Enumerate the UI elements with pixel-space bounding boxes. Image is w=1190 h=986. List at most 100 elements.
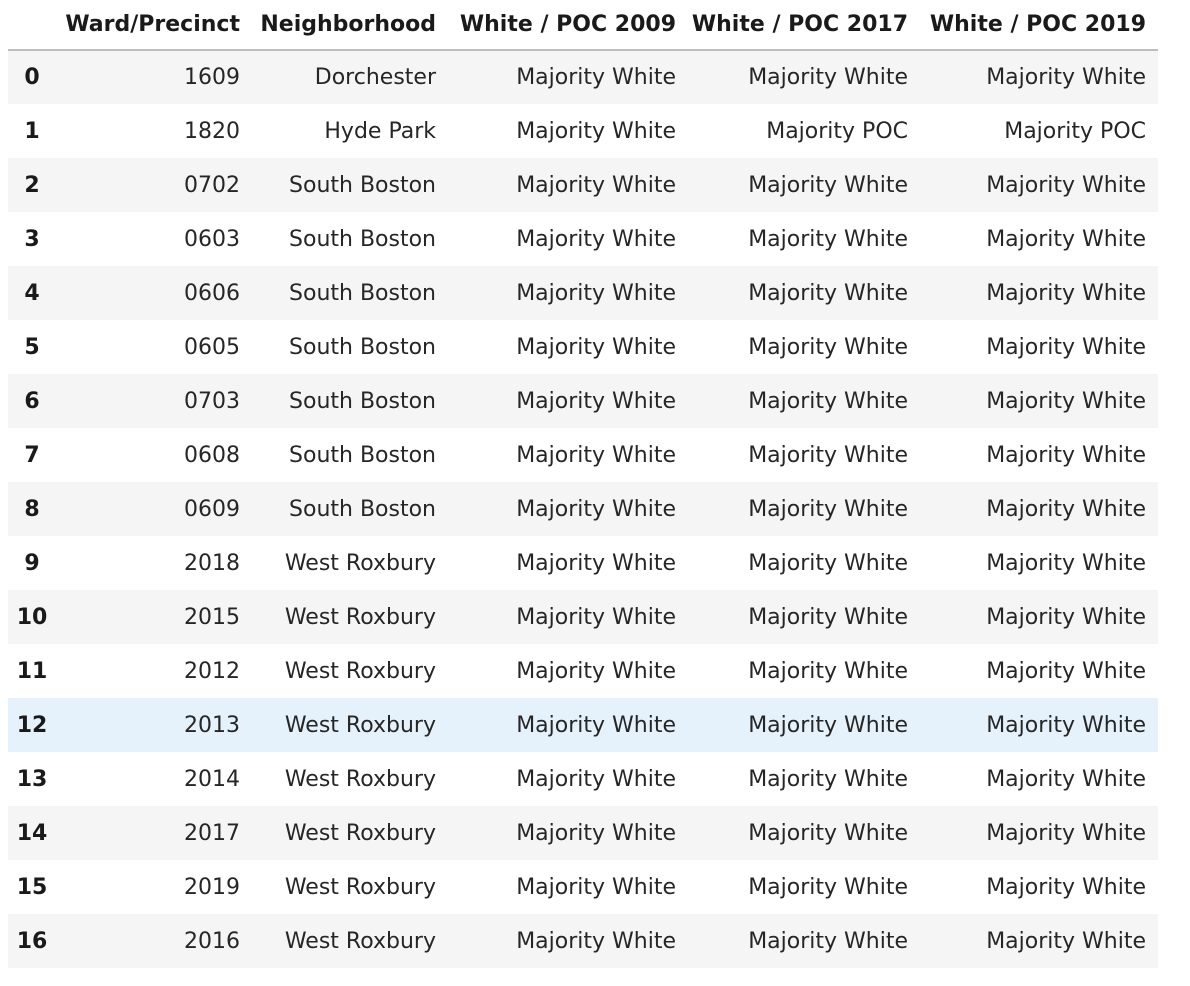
table-row: 6 0703 South Boston Majority White Majority … xyxy=(8,374,1158,428)
white-poc-2017-cell: Majority White xyxy=(748,226,908,252)
ward-precinct-cell: 0608 xyxy=(184,442,240,468)
white-poc-2017-cell: Majority White xyxy=(748,712,908,738)
table-header: Ward/Precinct Neighborhood White / POC 2… xyxy=(8,0,1158,51)
ward-precinct-cell: 2014 xyxy=(184,766,240,792)
white-poc-2019-cell: Majority White xyxy=(986,820,1146,846)
white-poc-2009-cell: Majority White xyxy=(516,280,676,306)
white-poc-2017-cell: Majority White xyxy=(748,388,908,414)
table-row: 1 1820 Hyde Park Majority White Majority POC… xyxy=(8,104,1158,158)
row-index: 3 xyxy=(24,226,40,252)
row-index: 13 xyxy=(16,766,48,792)
white-poc-2017-cell: Majority White xyxy=(748,550,908,576)
dataframe-output: Ward/Precinct Neighborhood White / POC 2… xyxy=(8,0,1158,968)
table-row: 13 2014 West Roxbury Majority White Majority… xyxy=(8,752,1158,806)
neighborhood-cell: South Boston xyxy=(289,226,436,252)
table-row: 16 2016 West Roxbury Majority White Majority… xyxy=(8,914,1158,968)
ward-precinct-cell: 1609 xyxy=(184,65,240,90)
table-row: 0 1609 Dorchester Majority White Majority Wh… xyxy=(8,50,1158,104)
ward-precinct-cell: 0606 xyxy=(184,280,240,306)
table-row: 7 0608 South Boston Majority White Majority … xyxy=(8,428,1158,482)
white-poc-2009-cell: Majority White xyxy=(516,874,676,900)
ward-precinct-cell: 0603 xyxy=(184,226,240,252)
neighborhood-cell: South Boston xyxy=(289,388,436,414)
white-poc-2019-cell: Majority POC xyxy=(1004,118,1146,144)
ward-precinct-cell: 0609 xyxy=(184,496,240,522)
white-poc-2019-cell: Majority White xyxy=(986,550,1146,576)
neighborhood-cell: Dorchester xyxy=(314,65,436,90)
neighborhood-cell: South Boston xyxy=(289,496,436,522)
white-poc-2009-cell: Majority White xyxy=(516,388,676,414)
white-poc-2019-cell: Majority White xyxy=(986,172,1146,198)
neighborhood-cell: West Roxbury xyxy=(284,550,436,576)
column-header-white-poc-2009: White / POC 2009 xyxy=(448,0,688,51)
white-poc-2017-cell: Majority White xyxy=(748,280,908,306)
row-index: 0 xyxy=(24,65,40,90)
neighborhood-cell: West Roxbury xyxy=(284,766,436,792)
neighborhood-cell: West Roxbury xyxy=(284,604,436,630)
white-poc-2009-cell: Majority White xyxy=(516,550,676,576)
ward-precinct-cell: 2012 xyxy=(184,658,240,684)
row-index: 11 xyxy=(16,658,48,684)
ward-precinct-cell: 2013 xyxy=(184,712,240,738)
white-poc-2019-cell: Majority White xyxy=(986,334,1146,360)
white-poc-2019-cell: Majority White xyxy=(986,226,1146,252)
table-row: 14 2017 West Roxbury Majority White Majority… xyxy=(8,806,1158,860)
table-row: 5 0605 South Boston Majority White Majority … xyxy=(8,320,1158,374)
column-header-ward-precinct: Ward/Precinct xyxy=(64,0,252,51)
neighborhood-cell: South Boston xyxy=(289,280,436,306)
white-poc-2009-cell: Majority White xyxy=(516,65,676,90)
neighborhood-cell: West Roxbury xyxy=(284,658,436,684)
white-poc-2009-cell: Majority White xyxy=(516,820,676,846)
neighborhood-cell: South Boston xyxy=(289,334,436,360)
index-column-header xyxy=(8,0,64,51)
neighborhood-cell: West Roxbury xyxy=(284,712,436,738)
white-poc-2019-cell: Majority White xyxy=(986,65,1146,90)
white-poc-2017-cell: Majority White xyxy=(748,496,908,522)
white-poc-2017-cell: Majority White xyxy=(748,820,908,846)
white-poc-2019-cell: Majority White xyxy=(986,712,1146,738)
white-poc-2009-cell: Majority White xyxy=(516,766,676,792)
white-poc-2009-cell: Majority White xyxy=(516,118,676,144)
white-poc-2017-cell: Majority POC xyxy=(766,118,908,144)
neighborhood-cell: Hyde Park xyxy=(324,118,436,144)
white-poc-2009-cell: Majority White xyxy=(516,496,676,522)
row-index: 2 xyxy=(24,172,40,198)
white-poc-2017-cell: Majority White xyxy=(748,604,908,630)
white-poc-2009-cell: Majority White xyxy=(516,226,676,252)
table-row: 2 0702 South Boston Majority White Majority … xyxy=(8,158,1158,212)
white-poc-2009-cell: Majority White xyxy=(516,928,676,954)
row-index: 14 xyxy=(16,820,48,846)
white-poc-2019-cell: Majority White xyxy=(986,496,1146,522)
table-row: 11 2012 West Roxbury Majority White Majority… xyxy=(8,644,1158,698)
white-poc-2009-cell: Majority White xyxy=(516,172,676,198)
white-poc-2009-cell: Majority White xyxy=(516,712,676,738)
neighborhood-cell: West Roxbury xyxy=(284,874,436,900)
neighborhood-cell: South Boston xyxy=(289,172,436,198)
white-poc-2019-cell: Majority White xyxy=(986,280,1146,306)
table-row: 10 2015 West Roxbury Majority White Majority… xyxy=(8,590,1158,644)
row-index: 5 xyxy=(24,334,40,360)
row-index: 4 xyxy=(24,280,40,306)
table-row: 9 2018 West Roxbury Majority White Majority … xyxy=(8,536,1158,590)
ward-precinct-cell: 0703 xyxy=(184,388,240,414)
white-poc-2019-cell: Majority White xyxy=(986,388,1146,414)
white-poc-2019-cell: Majority White xyxy=(986,766,1146,792)
ward-precinct-cell: 2017 xyxy=(184,820,240,846)
row-index: 1 xyxy=(24,118,40,144)
white-poc-2009-cell: Majority White xyxy=(516,604,676,630)
ward-precinct-cell: 0605 xyxy=(184,334,240,360)
white-poc-2017-cell: Majority White xyxy=(748,334,908,360)
white-poc-2009-cell: Majority White xyxy=(516,442,676,468)
row-index: 7 xyxy=(24,442,40,468)
neighborhood-cell: West Roxbury xyxy=(284,820,436,846)
white-poc-2017-cell: Majority White xyxy=(748,65,908,90)
white-poc-2017-cell: Majority White xyxy=(748,658,908,684)
white-poc-2019-cell: Majority White xyxy=(986,874,1146,900)
ward-precinct-cell: 2019 xyxy=(184,874,240,900)
row-index: 12 xyxy=(16,712,48,738)
white-poc-2019-cell: Majority White xyxy=(986,928,1146,954)
white-poc-2019-cell: Majority White xyxy=(986,604,1146,630)
table-row: 3 0603 South Boston Majority White Majority … xyxy=(8,212,1158,266)
table-row: 15 2019 West Roxbury Majority White Majority… xyxy=(8,860,1158,914)
white-poc-2019-cell: Majority White xyxy=(986,442,1146,468)
